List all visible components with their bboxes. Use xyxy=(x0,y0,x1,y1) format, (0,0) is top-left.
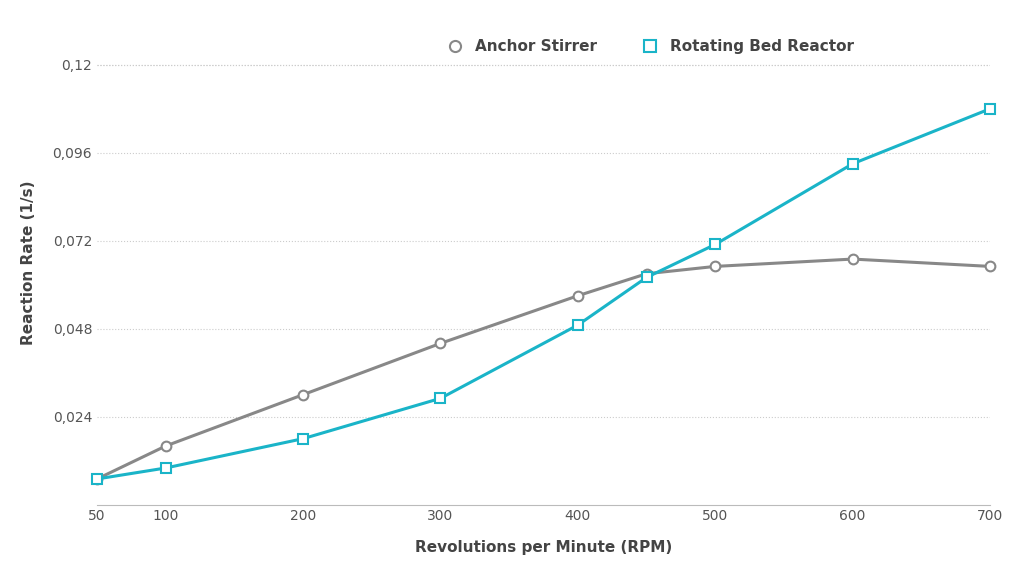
Line: Rotating Bed Reactor: Rotating Bed Reactor xyxy=(92,104,995,484)
Rotating Bed Reactor xyxy=(571,321,584,328)
Anchor Stirrer xyxy=(640,270,652,277)
Anchor Stirrer xyxy=(847,256,859,263)
Y-axis label: Reaction Rate (1/s): Reaction Rate (1/s) xyxy=(20,180,36,345)
Rotating Bed Reactor xyxy=(160,464,172,471)
Rotating Bed Reactor xyxy=(434,395,446,402)
Rotating Bed Reactor xyxy=(709,241,721,248)
Line: Anchor Stirrer: Anchor Stirrer xyxy=(92,254,995,484)
Rotating Bed Reactor xyxy=(297,435,309,442)
X-axis label: Revolutions per Minute (RPM): Revolutions per Minute (RPM) xyxy=(415,540,672,555)
Anchor Stirrer xyxy=(571,292,584,299)
Anchor Stirrer xyxy=(984,263,996,270)
Rotating Bed Reactor xyxy=(91,476,103,483)
Rotating Bed Reactor xyxy=(640,274,652,281)
Legend: Anchor Stirrer, Rotating Bed Reactor: Anchor Stirrer, Rotating Bed Reactor xyxy=(441,33,860,60)
Anchor Stirrer xyxy=(91,476,103,483)
Rotating Bed Reactor xyxy=(847,160,859,167)
Anchor Stirrer xyxy=(297,391,309,398)
Rotating Bed Reactor xyxy=(984,105,996,112)
Anchor Stirrer xyxy=(434,340,446,347)
Anchor Stirrer xyxy=(709,263,721,270)
Anchor Stirrer xyxy=(160,442,172,449)
